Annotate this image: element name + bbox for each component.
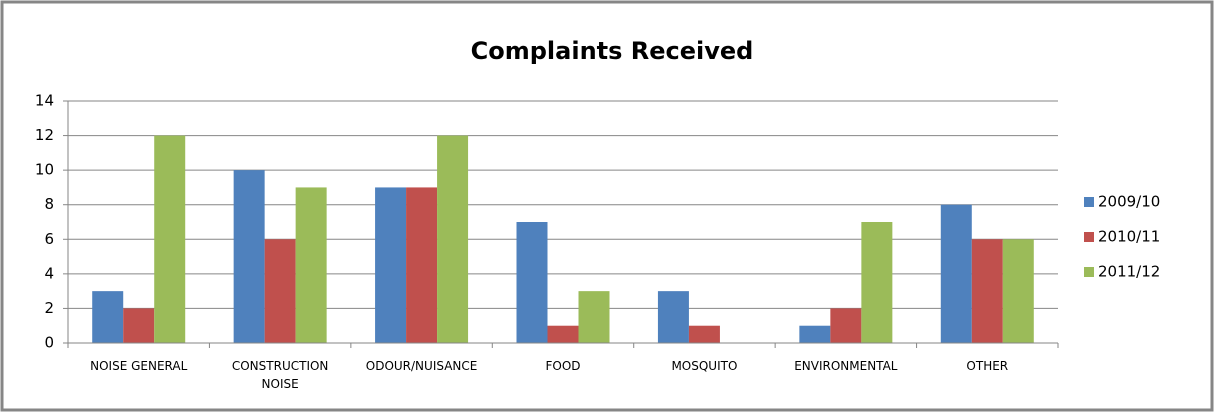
bar (861, 222, 893, 343)
bar (437, 135, 469, 343)
bar (233, 170, 265, 343)
bar (516, 222, 548, 343)
y-tick-label: 6 (44, 230, 54, 248)
bar (375, 187, 407, 343)
legend-swatch (1084, 197, 1094, 207)
bar (578, 291, 610, 343)
legend-label: 2009/10 (1098, 193, 1160, 211)
y-tick-label: 14 (35, 92, 54, 110)
legend-label: 2010/11 (1098, 228, 1160, 246)
bar (657, 291, 689, 343)
chart-title: Complaints Received (471, 37, 754, 65)
bar (406, 187, 438, 343)
bar (940, 204, 972, 343)
y-tick-label: 4 (44, 264, 54, 282)
bar (547, 325, 579, 343)
bar (688, 325, 720, 343)
y-tick-label: 2 (44, 299, 54, 317)
x-tick-label: ENVIRONMENTAL (794, 359, 898, 373)
bar (799, 325, 831, 343)
legend-swatch (1084, 232, 1094, 242)
bar (830, 308, 862, 343)
bar (1002, 239, 1034, 343)
y-tick-label: 10 (35, 161, 54, 179)
bar (264, 239, 296, 343)
x-tick-label: MOSQUITO (671, 359, 738, 373)
y-tick-label: 8 (44, 195, 54, 213)
bar (971, 239, 1003, 343)
x-tick-label: ODOUR/NUISANCE (365, 359, 478, 373)
y-tick-label: 12 (35, 126, 54, 144)
legend-swatch (1084, 267, 1094, 277)
y-tick-label: 0 (44, 334, 54, 352)
bar (295, 187, 327, 343)
x-tick-label: CONSTRUCTION NOISE (231, 359, 329, 391)
bar (154, 135, 186, 343)
bar (123, 308, 155, 343)
x-tick-label: FOOD (545, 359, 581, 373)
legend-label: 2011/12 (1098, 263, 1160, 281)
x-tick-label: NOISE GENERAL (90, 359, 188, 373)
x-tick-label: OTHER (966, 359, 1009, 373)
bar (92, 291, 124, 343)
